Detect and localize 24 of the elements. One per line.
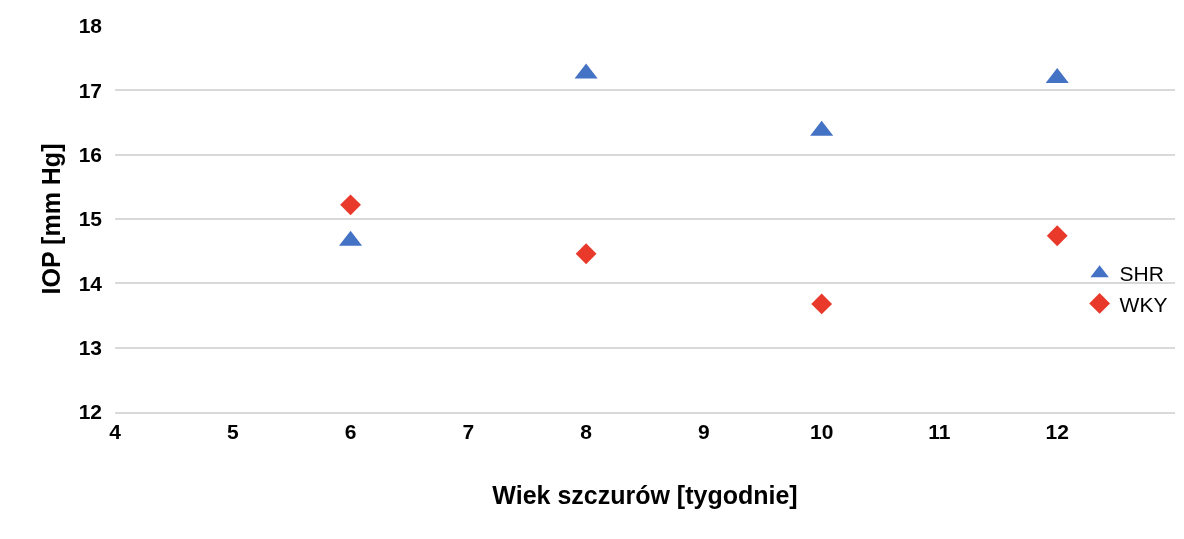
y-tick-label: 16 bbox=[78, 143, 102, 167]
point bbox=[340, 194, 361, 216]
point bbox=[811, 293, 833, 315]
x-tick-label: 10 bbox=[809, 419, 834, 443]
y-axis-title: IOP [mm Hg] bbox=[37, 143, 66, 295]
legend-label: SHR bbox=[1119, 262, 1164, 286]
x-tick-label: 12 bbox=[1045, 419, 1069, 443]
y-tick-label: 13 bbox=[78, 336, 102, 360]
x-tick-label: 7 bbox=[462, 419, 475, 443]
legend-label: WKY bbox=[1119, 292, 1168, 316]
point bbox=[575, 243, 597, 265]
x-tick-label: 6 bbox=[344, 419, 357, 443]
x-tick-label: 9 bbox=[698, 419, 710, 443]
y-tick-label: 14 bbox=[78, 271, 103, 295]
x-tick-label: 4 bbox=[109, 419, 122, 443]
x-tick-label: 8 bbox=[580, 419, 593, 443]
y-tick-label: 17 bbox=[78, 78, 102, 102]
y-tick-label: 18 bbox=[78, 14, 103, 38]
y-tick-label: 15 bbox=[78, 207, 103, 231]
x-tick-label: 11 bbox=[928, 419, 951, 443]
y-tick-label: 12 bbox=[78, 400, 102, 424]
x-tick-label: 5 bbox=[226, 419, 239, 443]
x-axis-title: Wiek szczurów [tygodnie] bbox=[492, 481, 798, 510]
point bbox=[1046, 225, 1068, 247]
